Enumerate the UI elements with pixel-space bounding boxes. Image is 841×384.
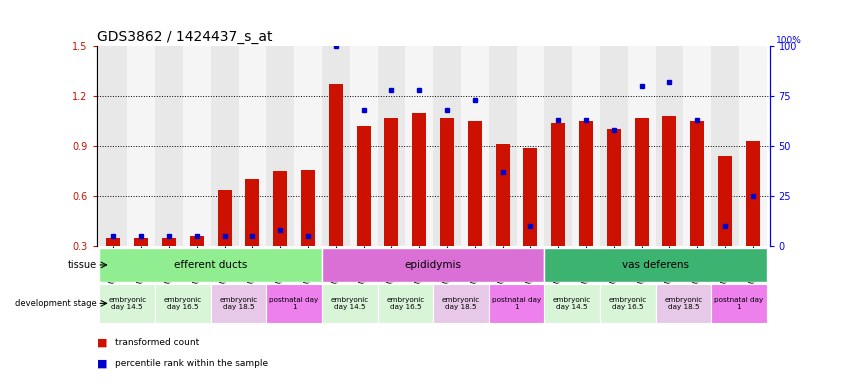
Bar: [294, 46, 322, 246]
Bar: [322, 284, 378, 323]
Bar: [378, 284, 433, 323]
Bar: [627, 46, 655, 246]
Bar: [544, 46, 572, 246]
Text: 100%: 100%: [776, 36, 802, 45]
Bar: [690, 121, 704, 246]
Bar: [211, 46, 239, 246]
Bar: [433, 46, 461, 246]
Bar: [468, 121, 482, 246]
Text: embryonic
day 14.5: embryonic day 14.5: [553, 297, 591, 310]
Bar: [267, 46, 294, 246]
Bar: [600, 284, 655, 323]
Bar: [405, 46, 433, 246]
Bar: [655, 46, 684, 246]
Bar: [655, 284, 711, 323]
Bar: [412, 113, 426, 246]
Bar: [301, 170, 315, 246]
Bar: [718, 156, 732, 246]
Bar: [246, 179, 259, 246]
Text: percentile rank within the sample: percentile rank within the sample: [115, 359, 268, 368]
Bar: [711, 46, 739, 246]
Bar: [211, 284, 267, 323]
Text: ■: ■: [97, 359, 107, 369]
Bar: [489, 284, 544, 323]
Text: development stage: development stage: [15, 299, 97, 308]
Bar: [433, 284, 489, 323]
Bar: [107, 238, 120, 246]
Bar: [544, 284, 600, 323]
Bar: [350, 46, 378, 246]
Bar: [579, 121, 593, 246]
Bar: [544, 248, 767, 282]
Bar: [572, 46, 600, 246]
Bar: [127, 46, 155, 246]
Bar: [635, 118, 648, 246]
Text: embryonic
day 14.5: embryonic day 14.5: [108, 297, 146, 310]
Bar: [461, 46, 489, 246]
Bar: [516, 46, 544, 246]
Text: transformed count: transformed count: [115, 338, 199, 347]
Bar: [663, 116, 676, 246]
Text: embryonic
day 18.5: embryonic day 18.5: [220, 297, 257, 310]
Bar: [99, 248, 322, 282]
Text: vas deferens: vas deferens: [622, 260, 689, 270]
Bar: [322, 248, 544, 282]
Text: embryonic
day 16.5: embryonic day 16.5: [386, 297, 425, 310]
Bar: [357, 126, 371, 246]
Bar: [155, 46, 182, 246]
Text: embryonic
day 14.5: embryonic day 14.5: [331, 297, 369, 310]
Text: embryonic
day 18.5: embryonic day 18.5: [664, 297, 702, 310]
Bar: [384, 118, 399, 246]
Bar: [273, 171, 287, 246]
Bar: [190, 236, 204, 246]
Text: embryonic
day 16.5: embryonic day 16.5: [609, 297, 647, 310]
Bar: [551, 122, 565, 246]
Bar: [267, 284, 322, 323]
Bar: [322, 46, 350, 246]
Bar: [440, 118, 454, 246]
Bar: [378, 46, 405, 246]
Bar: [218, 190, 231, 246]
Text: embryonic
day 18.5: embryonic day 18.5: [442, 297, 480, 310]
Bar: [135, 238, 148, 246]
Bar: [746, 141, 759, 246]
Bar: [155, 284, 211, 323]
Bar: [523, 147, 537, 246]
Bar: [329, 84, 343, 246]
Bar: [607, 129, 621, 246]
Bar: [495, 144, 510, 246]
Text: postnatal day
1: postnatal day 1: [492, 297, 541, 310]
Text: embryonic
day 16.5: embryonic day 16.5: [164, 297, 202, 310]
Bar: [711, 284, 767, 323]
Text: postnatal day
1: postnatal day 1: [269, 297, 319, 310]
Bar: [182, 46, 211, 246]
Text: GDS3862 / 1424437_s_at: GDS3862 / 1424437_s_at: [97, 30, 272, 44]
Bar: [99, 284, 155, 323]
Bar: [739, 46, 767, 246]
Bar: [600, 46, 627, 246]
Bar: [99, 46, 127, 246]
Bar: [162, 238, 176, 246]
Text: tissue: tissue: [67, 260, 97, 270]
Text: postnatal day
1: postnatal day 1: [714, 297, 764, 310]
Text: epididymis: epididymis: [405, 260, 462, 270]
Bar: [239, 46, 267, 246]
Text: efferent ducts: efferent ducts: [174, 260, 247, 270]
Bar: [684, 46, 711, 246]
Bar: [489, 46, 516, 246]
Text: ■: ■: [97, 338, 107, 348]
